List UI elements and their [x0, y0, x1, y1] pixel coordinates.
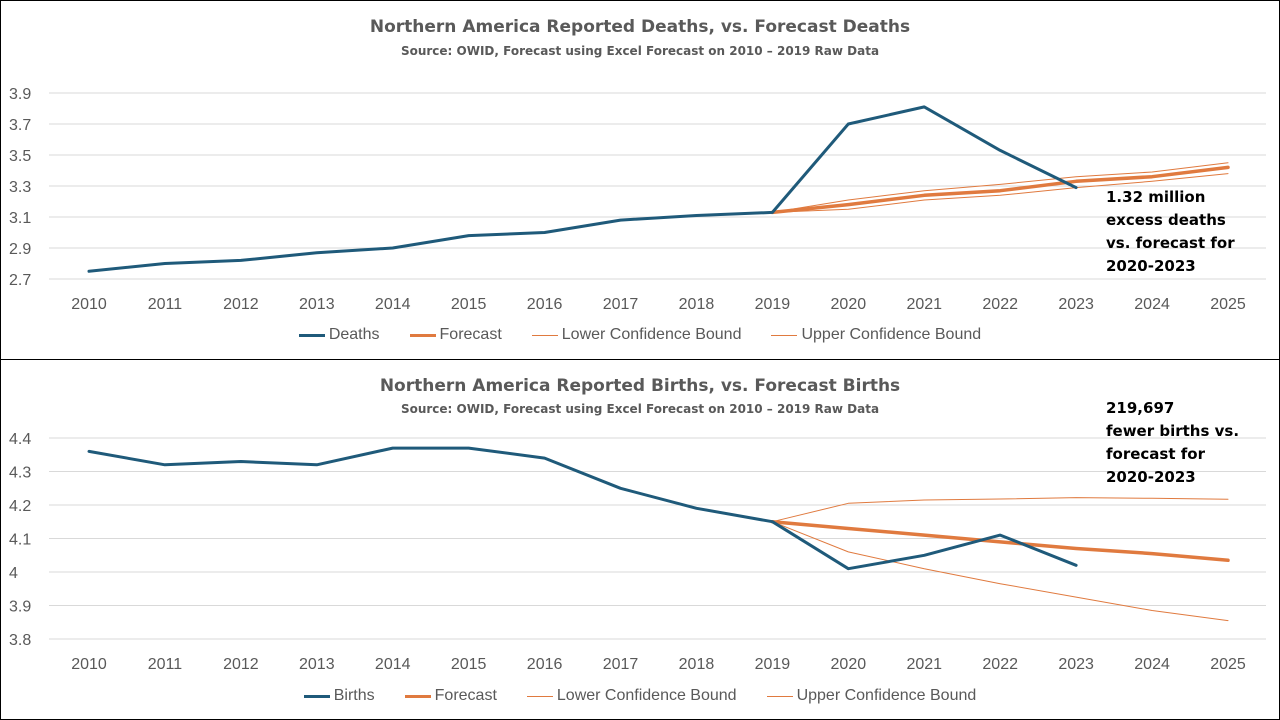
chart-subtitle: Source: OWID, Forecast using Excel Forec… [400, 44, 880, 58]
y-tick-label: 3.3 [9, 179, 31, 196]
series-line-lower-confidence-bound [771, 521, 1229, 622]
series-line-lower-confidence-bound [771, 173, 1229, 213]
x-tick-label: 2012 [223, 656, 259, 673]
legend-swatch [531, 334, 558, 336]
x-tick-label: 2014 [375, 656, 411, 673]
x-tick-label: 2013 [299, 296, 335, 313]
x-tick-label: 2017 [603, 656, 639, 673]
series-line-forecast [770, 519, 1230, 563]
y-tick-label: 3.9 [9, 86, 31, 103]
y-tick-label: 3.7 [9, 117, 31, 134]
x-tick-label: 2017 [603, 296, 639, 313]
y-tick-label: 3.9 [9, 599, 31, 616]
legend-swatch [766, 695, 793, 697]
series-line-births [87, 446, 1078, 571]
x-tick-label: 2015 [451, 296, 487, 313]
y-tick-label: 4.3 [9, 465, 31, 482]
x-tick-label: 2021 [906, 296, 942, 313]
deaths-chart-panel: Northern America Reported Deaths, vs. Fo… [0, 0, 1280, 360]
x-tick-label: 2014 [375, 296, 411, 313]
chart-title: Northern America Reported Births, vs. Fo… [379, 376, 901, 396]
legend-item-upper-bound[interactable]: Upper Confidence Bound [771, 326, 981, 344]
legend-swatch [526, 695, 553, 697]
legend-label: Deaths [328, 326, 380, 343]
legend-label: Forecast [439, 326, 502, 343]
excess-deaths-annotation: 1.32 million excess deaths vs. forecast … [1106, 188, 1235, 275]
legend-item-lower-bound[interactable]: Lower Confidence Bound [526, 687, 737, 705]
y-tick-label: 3.5 [9, 148, 31, 165]
y-tick-label: 3.8 [9, 632, 31, 649]
x-tick-label: 2015 [451, 656, 487, 673]
y-tick-label: 3.1 [9, 210, 31, 227]
chart-title: Northern America Reported Deaths, vs. Fo… [369, 17, 911, 37]
y-tick-label: 2.7 [9, 272, 31, 289]
legend-swatch [771, 334, 798, 336]
x-tick-label: 2021 [906, 656, 942, 673]
x-tick-label: 2022 [982, 296, 1018, 313]
series-line-deaths [87, 105, 1078, 273]
series-line-upper-confidence-bound [771, 497, 1229, 523]
x-tick-label: 2019 [755, 656, 791, 673]
x-tick-label: 2018 [679, 296, 715, 313]
x-tick-label: 2023 [1058, 296, 1094, 313]
chart-legend: Deaths Forecast Lower Confidence Bound U… [1, 326, 1279, 344]
y-tick-label: 4.1 [9, 532, 31, 549]
x-tick-label: 2024 [1134, 656, 1170, 673]
x-tick-label: 2011 [148, 656, 183, 673]
x-tick-label: 2011 [148, 296, 183, 313]
fewer-births-annotation: 219,697 fewer births vs. forecast for 20… [1106, 399, 1240, 486]
legend-swatch [303, 694, 330, 698]
legend-label: Upper Confidence Bound [801, 326, 982, 343]
x-tick-label: 2025 [1210, 296, 1246, 313]
y-tick-label: 4.4 [9, 431, 31, 448]
births-chart-panel: Northern America Reported Births, vs. Fo… [0, 359, 1280, 720]
x-tick-label: 2018 [679, 656, 715, 673]
x-tick-label: 2010 [71, 656, 107, 673]
births-plot-area: 4.4 4.3 4.2 4.1 4 3.9 3.8 2010 2011 2012 2013 2014 2… [9, 431, 1266, 673]
x-tick-label: 2016 [527, 296, 563, 313]
legend-item-forecast[interactable]: Forecast [404, 687, 497, 705]
x-tick-label: 2012 [223, 296, 259, 313]
x-tick-label: 2016 [527, 656, 563, 673]
x-tick-label: 2020 [831, 296, 867, 313]
legend-swatch [409, 333, 436, 337]
legend-label: Births [333, 687, 375, 704]
legend-label: Lower Confidence Bound [561, 326, 742, 343]
legend-item-lower-bound[interactable]: Lower Confidence Bound [531, 326, 742, 344]
x-tick-label: 2013 [299, 656, 335, 673]
x-tick-label: 2010 [71, 296, 107, 313]
x-tick-label: 2019 [755, 296, 791, 313]
chart-legend: Births Forecast Lower Confidence Bound U… [1, 687, 1279, 705]
legend-item-upper-bound[interactable]: Upper Confidence Bound [766, 687, 977, 705]
series-line-forecast [770, 165, 1230, 215]
legend-item-deaths[interactable]: Deaths [298, 326, 380, 344]
x-tick-label: 2023 [1058, 656, 1094, 673]
series-line-upper-confidence-bound [771, 162, 1229, 213]
chart-subtitle: Source: OWID, Forecast using Excel Forec… [400, 402, 880, 416]
x-tick-label: 2024 [1134, 296, 1170, 313]
x-tick-label: 2020 [831, 656, 867, 673]
y-tick-label: 2.9 [9, 241, 31, 258]
x-tick-label: 2022 [982, 656, 1018, 673]
x-tick-label: 2025 [1210, 656, 1246, 673]
legend-swatch [298, 333, 325, 337]
deaths-plot-area: 3.9 3.7 3.5 3.3 3.1 2.9 2.7 2010 2011 2012 2013 201… [9, 86, 1266, 313]
legend-item-births[interactable]: Births [303, 687, 375, 705]
legend-item-forecast[interactable]: Forecast [409, 326, 502, 344]
legend-label: Lower Confidence Bound [556, 687, 737, 704]
y-tick-label: 4.2 [9, 498, 31, 515]
y-tick-label: 4 [9, 565, 18, 582]
legend-label: Forecast [434, 687, 497, 704]
legend-label: Upper Confidence Bound [796, 687, 977, 704]
legend-swatch [404, 694, 431, 698]
